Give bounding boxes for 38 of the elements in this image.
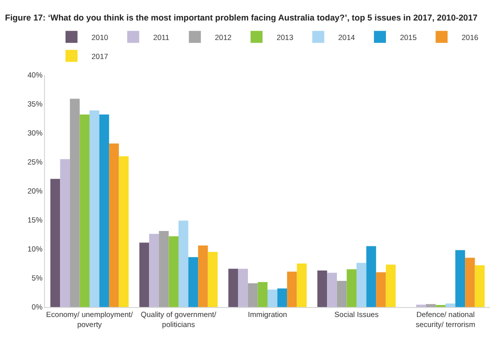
bar bbox=[50, 178, 60, 307]
bar bbox=[139, 242, 150, 307]
bar bbox=[208, 252, 218, 307]
bar bbox=[228, 268, 238, 307]
bar bbox=[376, 272, 386, 307]
bar bbox=[258, 282, 268, 307]
bar bbox=[426, 304, 436, 307]
bar bbox=[287, 272, 297, 307]
bar bbox=[366, 246, 376, 307]
bar bbox=[90, 110, 100, 307]
bar bbox=[168, 236, 178, 307]
bar bbox=[188, 257, 198, 307]
bar bbox=[158, 231, 169, 307]
bar bbox=[474, 265, 485, 307]
bar bbox=[465, 258, 475, 307]
bar bbox=[238, 268, 248, 307]
bar bbox=[356, 262, 366, 307]
bar bbox=[198, 246, 208, 307]
bar bbox=[60, 159, 70, 307]
bar bbox=[386, 264, 396, 307]
bar bbox=[446, 304, 456, 307]
bar bbox=[296, 264, 307, 307]
bar bbox=[248, 283, 258, 307]
bar bbox=[346, 269, 356, 307]
bar bbox=[327, 272, 337, 307]
bar bbox=[317, 270, 328, 307]
bar bbox=[268, 290, 278, 307]
bar bbox=[109, 143, 119, 307]
bar bbox=[178, 220, 188, 307]
bar bbox=[149, 234, 159, 307]
bar bbox=[455, 250, 466, 307]
chart-title: Figure 17: ‘What do you think is the most important problem facing Australia today?’, top 5 issues in 2017, 2010-2017 bbox=[5, 12, 478, 22]
bar bbox=[118, 156, 129, 307]
bar bbox=[80, 114, 90, 307]
bar bbox=[277, 288, 288, 307]
bar bbox=[70, 98, 80, 307]
bar bbox=[336, 280, 347, 307]
bar bbox=[99, 114, 110, 307]
